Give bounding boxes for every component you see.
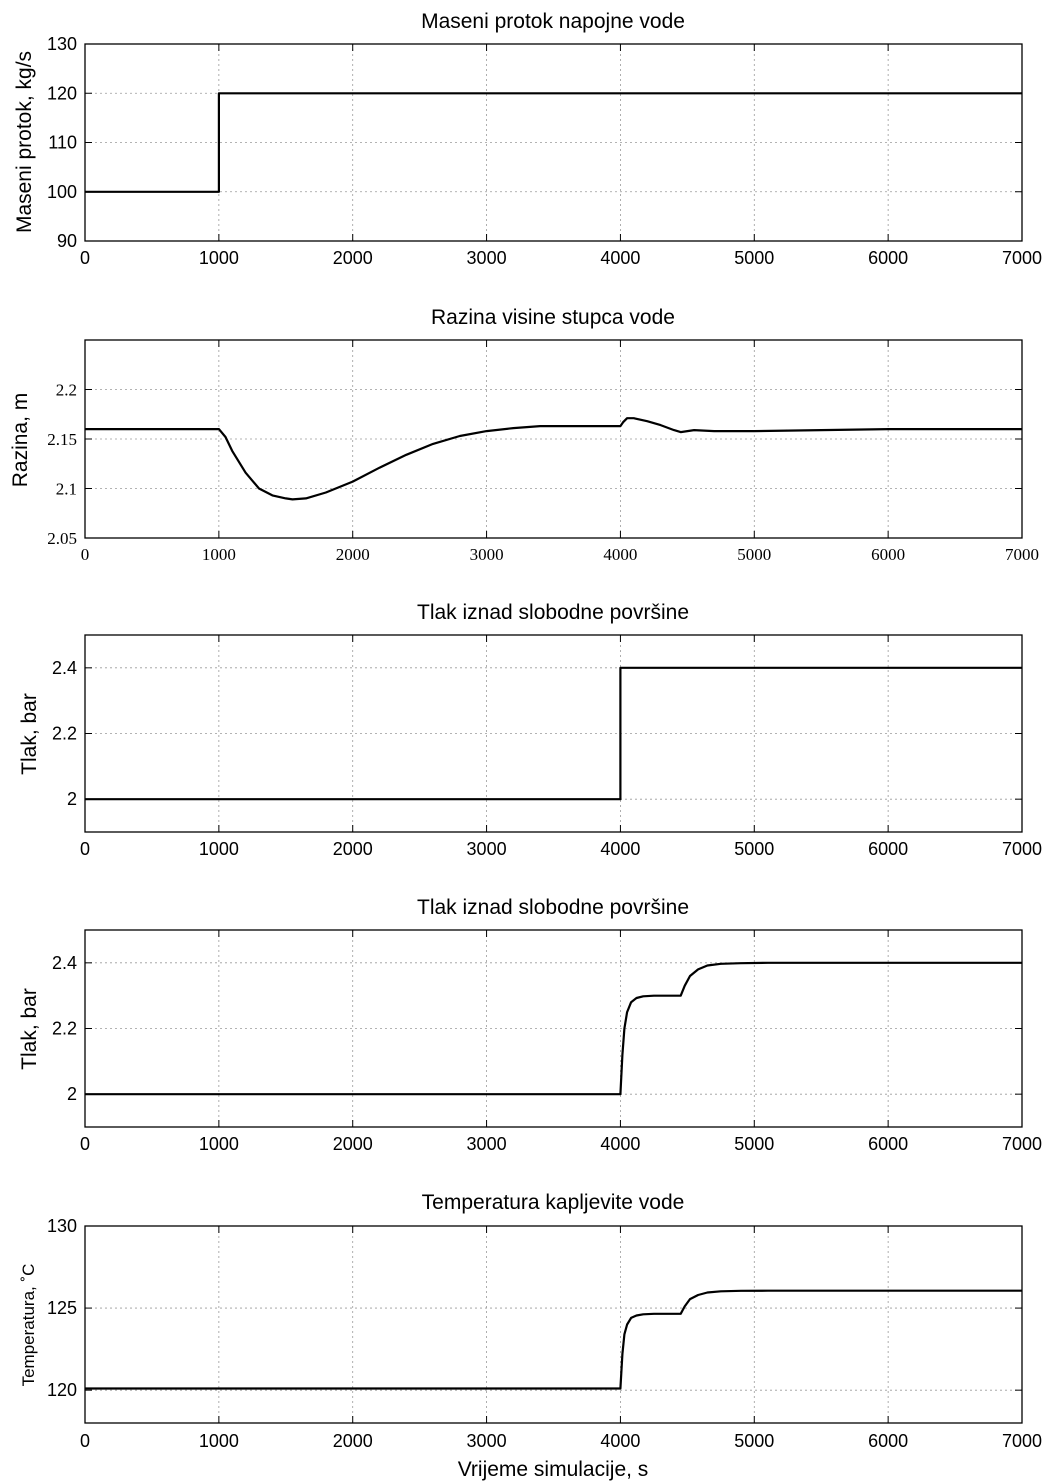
- panel-pressure-2-title: Tlak iznad slobodne površine: [417, 896, 689, 919]
- panel-mass-flow-ylabel: Maseni protok, kg/s: [13, 51, 36, 233]
- panel-pressure-1-xtick-label: 0: [80, 839, 90, 859]
- panel-mass-flow-xtick-label: 1000: [199, 248, 239, 268]
- panel-temperature-ylabel: Temperatura, ˚C: [19, 1264, 38, 1387]
- panel-water-level-ytick-label: 2.2: [56, 381, 77, 400]
- panel-mass-flow-xtick-label: 3000: [467, 248, 507, 268]
- panel-pressure-2-xtick-label: 5000: [734, 1134, 774, 1154]
- panel-water-level-frame: [84, 339, 1023, 539]
- panel-pressure-2-ytick-label: 2: [67, 1084, 77, 1104]
- panel-temperature-xtick-label: 1000: [199, 1431, 239, 1451]
- panel-pressure-2-xtick-label: 6000: [868, 1134, 908, 1154]
- panel-temperature-title: Temperatura kapljevite vode: [422, 1191, 685, 1214]
- panel-pressure-2-xtick-label: 0: [80, 1134, 90, 1154]
- panel-water-level-ylabel: Razina, m: [9, 393, 32, 488]
- panel-pressure-2-series-line: [85, 961, 1022, 1096]
- panel-water-level-ytick-label: 2.15: [47, 430, 77, 449]
- panel-water-level: Razina visine stupca vode Razina, m 0 100…: [9, 306, 1039, 564]
- panel-temperature-xtick-label: 4000: [600, 1431, 640, 1451]
- panel-water-level-xtick-label: 5000: [737, 545, 771, 564]
- panel-temperature-xtick-label: 3000: [467, 1431, 507, 1451]
- panel-pressure-1-ylabel: Tlak, bar: [18, 693, 41, 775]
- panel-pressure-1-xtick-label: 3000: [467, 839, 507, 859]
- panel-water-level-series-line: [85, 417, 1022, 501]
- panel-mass-flow-title: Maseni protok napojne vode: [421, 10, 685, 33]
- panel-temperature-series-line: [85, 1289, 1022, 1390]
- panel-temperature-xtick-label: 7000: [1002, 1431, 1042, 1451]
- panel-temperature-xlabel: Vrijeme simulacije, s: [458, 1458, 649, 1481]
- panel-mass-flow-frame: [84, 43, 1023, 242]
- panel-pressure-1-xtick-label: 1000: [199, 839, 239, 859]
- panel-temperature-xtick-label: 0: [80, 1431, 90, 1451]
- panel-pressure-1-series-line: [85, 666, 1022, 801]
- panel-mass-flow-xtick-label: 7000: [1002, 248, 1042, 268]
- panel-pressure-2-ylabel: Tlak, bar: [18, 988, 41, 1070]
- panel-water-level-xtick-label: 6000: [871, 545, 905, 564]
- panel-mass-flow: Maseni protok napojne vode Maseni protok…: [13, 10, 1042, 268]
- panel-water-level-ytick-label: 2.05: [47, 529, 77, 548]
- panel-mass-flow-ytick-label: 100: [47, 182, 77, 202]
- panel-pressure-1-ytick-label: 2.4: [52, 658, 77, 678]
- panel-pressure-1-xtick-label: 5000: [734, 839, 774, 859]
- panel-mass-flow-xtick-label: 5000: [734, 248, 774, 268]
- panel-water-level-xtick-label: 4000: [603, 545, 637, 564]
- panel-water-level-xtick-label: 2000: [336, 545, 370, 564]
- panel-temperature-xtick-label: 2000: [333, 1431, 373, 1451]
- panel-mass-flow-ytick-label: 120: [47, 83, 77, 103]
- panel-mass-flow-xtick-label: 6000: [868, 248, 908, 268]
- panel-water-level-xtick-label: 3000: [470, 545, 504, 564]
- panel-mass-flow-ytick-label: 90: [57, 231, 77, 251]
- panel-pressure-1-xtick-label: 6000: [868, 839, 908, 859]
- panel-pressure-1-xtick-label: 4000: [600, 839, 640, 859]
- panel-pressure-2-xtick-label: 2000: [333, 1134, 373, 1154]
- panel-pressure-2-xtick-label: 4000: [600, 1134, 640, 1154]
- panel-pressure-2-xtick-label: 3000: [467, 1134, 507, 1154]
- panel-mass-flow-xtick-label: 2000: [333, 248, 373, 268]
- panel-pressure-1-frame: [84, 634, 1023, 833]
- panel-pressure-1-ytick-label: 2: [67, 789, 77, 809]
- panel-temperature-ytick-label: 130: [47, 1216, 77, 1236]
- panel-pressure-2-ytick-label: 2.2: [52, 1019, 77, 1039]
- panel-water-level-ytick-label: 2.1: [56, 480, 77, 499]
- panel-pressure-1-xtick-label: 7000: [1002, 839, 1042, 859]
- panel-pressure-2: Tlak iznad slobodne površine Tlak, bar 0…: [18, 896, 1042, 1154]
- panel-mass-flow-xtick-label: 4000: [600, 248, 640, 268]
- panel-pressure-2-xtick-label: 7000: [1002, 1134, 1042, 1154]
- panel-temperature-xtick-label: 6000: [868, 1431, 908, 1451]
- panel-water-level-xtick-label: 1000: [202, 545, 236, 564]
- panel-temperature-frame: [84, 1225, 1023, 1424]
- panel-water-level-title: Razina visine stupca vode: [431, 306, 675, 329]
- panel-pressure-1-ytick-label: 2.2: [52, 724, 77, 744]
- panel-pressure-2-frame: [84, 929, 1023, 1128]
- panel-mass-flow-series-line: [85, 92, 1022, 193]
- panel-water-level-xtick-label: 0: [81, 545, 90, 564]
- panel-mass-flow-ytick-label: 110: [48, 133, 77, 153]
- panel-pressure-2-xtick-label: 1000: [199, 1134, 239, 1154]
- panel-pressure-2-ytick-label: 2.4: [52, 953, 77, 973]
- panel-mass-flow-xtick-label: 0: [80, 248, 90, 268]
- panel-pressure-1-xtick-label: 2000: [333, 839, 373, 859]
- panel-temperature-xtick-label: 5000: [734, 1431, 774, 1451]
- panel-water-level-xtick-label: 7000: [1005, 545, 1039, 564]
- panel-temperature: Temperatura kapljevite vode Temperatura,…: [19, 1191, 1042, 1481]
- panel-pressure-1: Tlak iznad slobodne površine Tlak, bar 0…: [18, 601, 1042, 859]
- panel-temperature-ytick-label: 125: [47, 1298, 77, 1318]
- panel-temperature-ytick-label: 120: [47, 1380, 77, 1400]
- panel-mass-flow-ytick-label: 130: [47, 34, 77, 54]
- panel-pressure-1-title: Tlak iznad slobodne površine: [417, 601, 689, 624]
